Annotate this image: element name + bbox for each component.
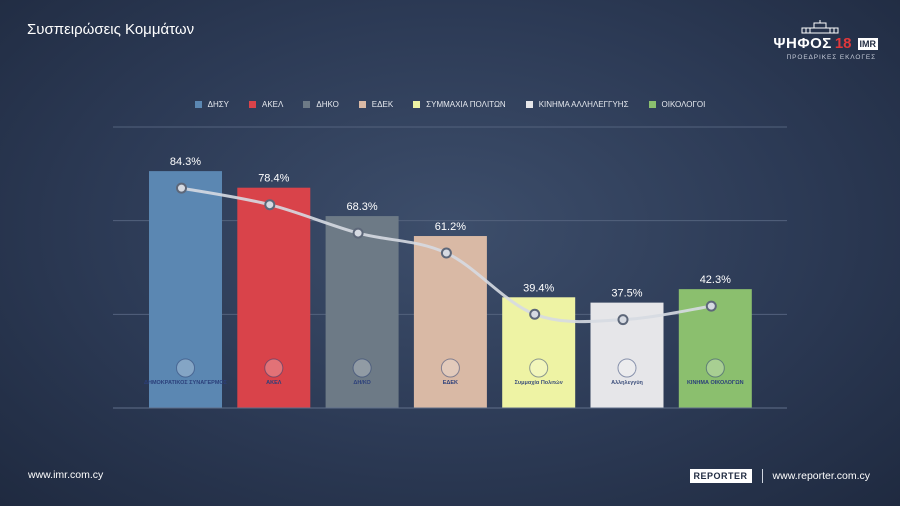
party-logo-icon — [440, 358, 460, 378]
party-logo-text: ΔΗΜΟΚΡΑΤΙΚΟΣ ΣΥΝΑΓΕΡΜΟΣ — [144, 380, 228, 386]
parliament-building-icon — [801, 20, 839, 34]
party-logo-icon — [264, 358, 284, 378]
trend-point — [352, 227, 364, 239]
data-label: 37.5% — [611, 288, 642, 300]
legend-label: ΣΥΜΜΑΧΙΑ ΠΟΛΙΤΩΝ — [426, 100, 506, 109]
data-label: 39.4% — [523, 282, 554, 294]
party-logo-icon — [617, 358, 637, 378]
reporter-website-link[interactable]: www.reporter.com.cy — [772, 470, 870, 482]
bar — [413, 236, 487, 408]
party-logo-text: ΕΔΕΚ — [443, 380, 458, 386]
legend-swatch — [249, 101, 256, 108]
legend-item: ΚΙΝΗΜΑ ΑΛΛΗΛΕΓΓΥΗΣ — [525, 100, 629, 109]
brand-subtitle: ΠΡΟΕΔΡΙΚΕΣ ΕΚΛΟΓΕΣ — [786, 54, 876, 61]
footer-divider — [761, 469, 763, 483]
data-label: 84.3% — [170, 156, 201, 168]
legend-label: ΑΚΕΛ — [262, 100, 284, 109]
bar — [149, 171, 222, 408]
legend-swatch — [525, 101, 533, 108]
legend-label: ΔΗΣΥ — [207, 100, 229, 109]
footer-right: REPORTER www.reporter.com.cy — [689, 469, 870, 483]
data-label: 42.3% — [700, 274, 731, 286]
brand-word: ΨΗΦΟΣ — [773, 35, 832, 52]
reporter-logo: REPORTER — [689, 469, 752, 483]
legend-item: ΕΔΕΚ — [358, 100, 394, 109]
trend-point — [440, 247, 452, 259]
trend-point — [264, 199, 276, 211]
party-logo-text: Αλληλεγγύη — [611, 380, 643, 386]
chart-title: Συσπειρώσεις Κομμάτων — [27, 21, 195, 38]
party-logo-text: Συμμαχία Πολιτών — [515, 380, 563, 386]
legend-item: ΑΚΕΛ — [249, 100, 283, 109]
legend-swatch — [194, 101, 202, 108]
legend-swatch — [648, 101, 656, 108]
party-logo-icon — [352, 358, 372, 378]
party-logo-text: ΑΚΕΛ — [266, 380, 282, 386]
legend-item: ΣΥΜΜΑΧΙΑ ΠΟΛΙΤΩΝ — [413, 100, 506, 109]
data-label: 78.4% — [258, 173, 289, 185]
legend-swatch — [303, 101, 311, 108]
chart-legend: ΔΗΣΥ ΑΚΕΛ ΔΗΚΟ ΕΔΕΚ ΣΥΜΜΑΧΙΑ ΠΟΛΙΤΩΝ ΚΙΝΗΜΑ Α… — [0, 100, 900, 109]
bar — [325, 216, 399, 408]
legend-item: ΔΗΣΥ — [194, 100, 229, 109]
legend-label: ΕΔΕΚ — [371, 100, 394, 109]
data-label: 68.3% — [346, 201, 377, 213]
party-logo-text: ΚΙΝΗΜΑ ΟΙΚΟΛΟΓΩΝ — [687, 380, 744, 386]
trend-point — [529, 308, 541, 320]
party-logo-icon — [529, 358, 549, 378]
data-label: 61.2% — [435, 221, 466, 233]
party-logo-text: ΔΗ/ΚΟ — [353, 380, 371, 386]
brand-logo: ΨΗΦΟΣ 18 IMR ΠΡΟΕΔΡΙΚΕΣ ΕΚΛΟΓΕΣ — [758, 20, 878, 62]
legend-item: ΔΗΚΟ — [303, 100, 339, 109]
legend-item: ΟΙΚΟΛΟΓΟΙ — [648, 100, 706, 109]
brand-number: 18 — [834, 35, 852, 52]
legend-swatch — [413, 101, 421, 108]
trend-point — [705, 300, 717, 312]
imr-website-link[interactable]: www.imr.com.cy — [28, 469, 104, 481]
legend-label: ΔΗΚΟ — [316, 100, 339, 109]
bar — [237, 187, 311, 408]
imr-logo: IMR — [857, 37, 878, 50]
trend-point — [176, 182, 187, 194]
legend-swatch — [358, 101, 366, 108]
party-logo-icon — [705, 358, 725, 378]
party-logo-icon — [176, 358, 195, 378]
legend-label: ΚΙΝΗΜΑ ΑΛΛΗΛΕΓΓΥΗΣ — [538, 100, 629, 109]
trend-point — [617, 314, 629, 326]
legend-label: ΟΙΚΟΛΟΓΟΙ — [661, 100, 706, 109]
